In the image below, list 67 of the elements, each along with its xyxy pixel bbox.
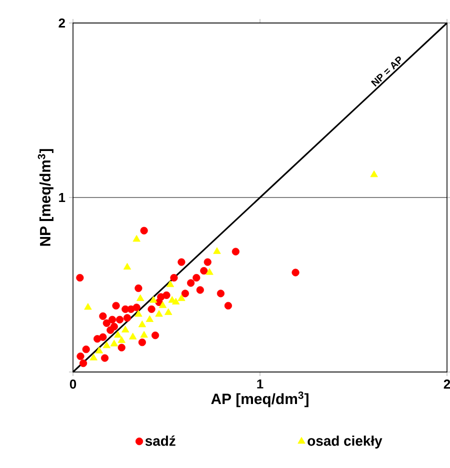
point [90,354,98,360]
point [204,258,212,266]
point [150,296,158,303]
point [158,301,167,308]
point [118,336,126,343]
y-axis-title: NP [meq/dm$^{3}$] [38,149,54,246]
point [116,316,124,324]
point [118,344,126,352]
point [108,316,116,324]
point [95,346,104,354]
point [162,291,170,300]
point [164,308,172,315]
point [138,320,146,328]
x-tick-label: 2 [444,380,450,389]
point [99,333,107,341]
point [84,303,92,310]
point [292,268,300,276]
point [123,262,132,270]
point [102,319,110,327]
point [122,326,130,332]
point [140,226,148,234]
point [166,280,174,288]
x-tick-label: 0 [70,380,76,389]
point [172,298,180,304]
point [123,314,132,322]
point [76,352,84,360]
point [178,258,186,266]
point [112,302,120,310]
point [114,330,122,338]
point [82,346,90,354]
point [76,274,84,282]
point [146,315,154,322]
point [140,330,148,338]
point [110,340,118,346]
x-axis-title: AP [meq/dm$^{3}$] [211,392,308,408]
point [170,274,178,282]
point [187,279,195,287]
legend-label: osad ciekły [308,436,382,449]
point [181,290,189,298]
point [232,248,240,256]
point [178,294,186,302]
point [370,170,378,178]
point [136,294,144,302]
point [196,286,204,294]
point [138,338,146,346]
point [216,290,225,298]
point [151,332,160,340]
point [79,359,88,368]
x-tick-label: 1 [257,380,264,388]
point [224,302,232,310]
point [200,266,208,275]
point [134,310,142,317]
point [148,305,156,313]
legend-label: sadź [145,436,176,446]
point [213,247,221,254]
point [132,304,140,312]
point [129,332,137,340]
point [106,326,114,334]
point [206,268,214,275]
point [99,312,107,320]
point [192,274,200,282]
point [102,341,110,348]
point [100,354,109,362]
annotation: NP = AP [370,56,401,87]
point [155,310,163,317]
point [132,234,140,242]
point [134,284,142,292]
